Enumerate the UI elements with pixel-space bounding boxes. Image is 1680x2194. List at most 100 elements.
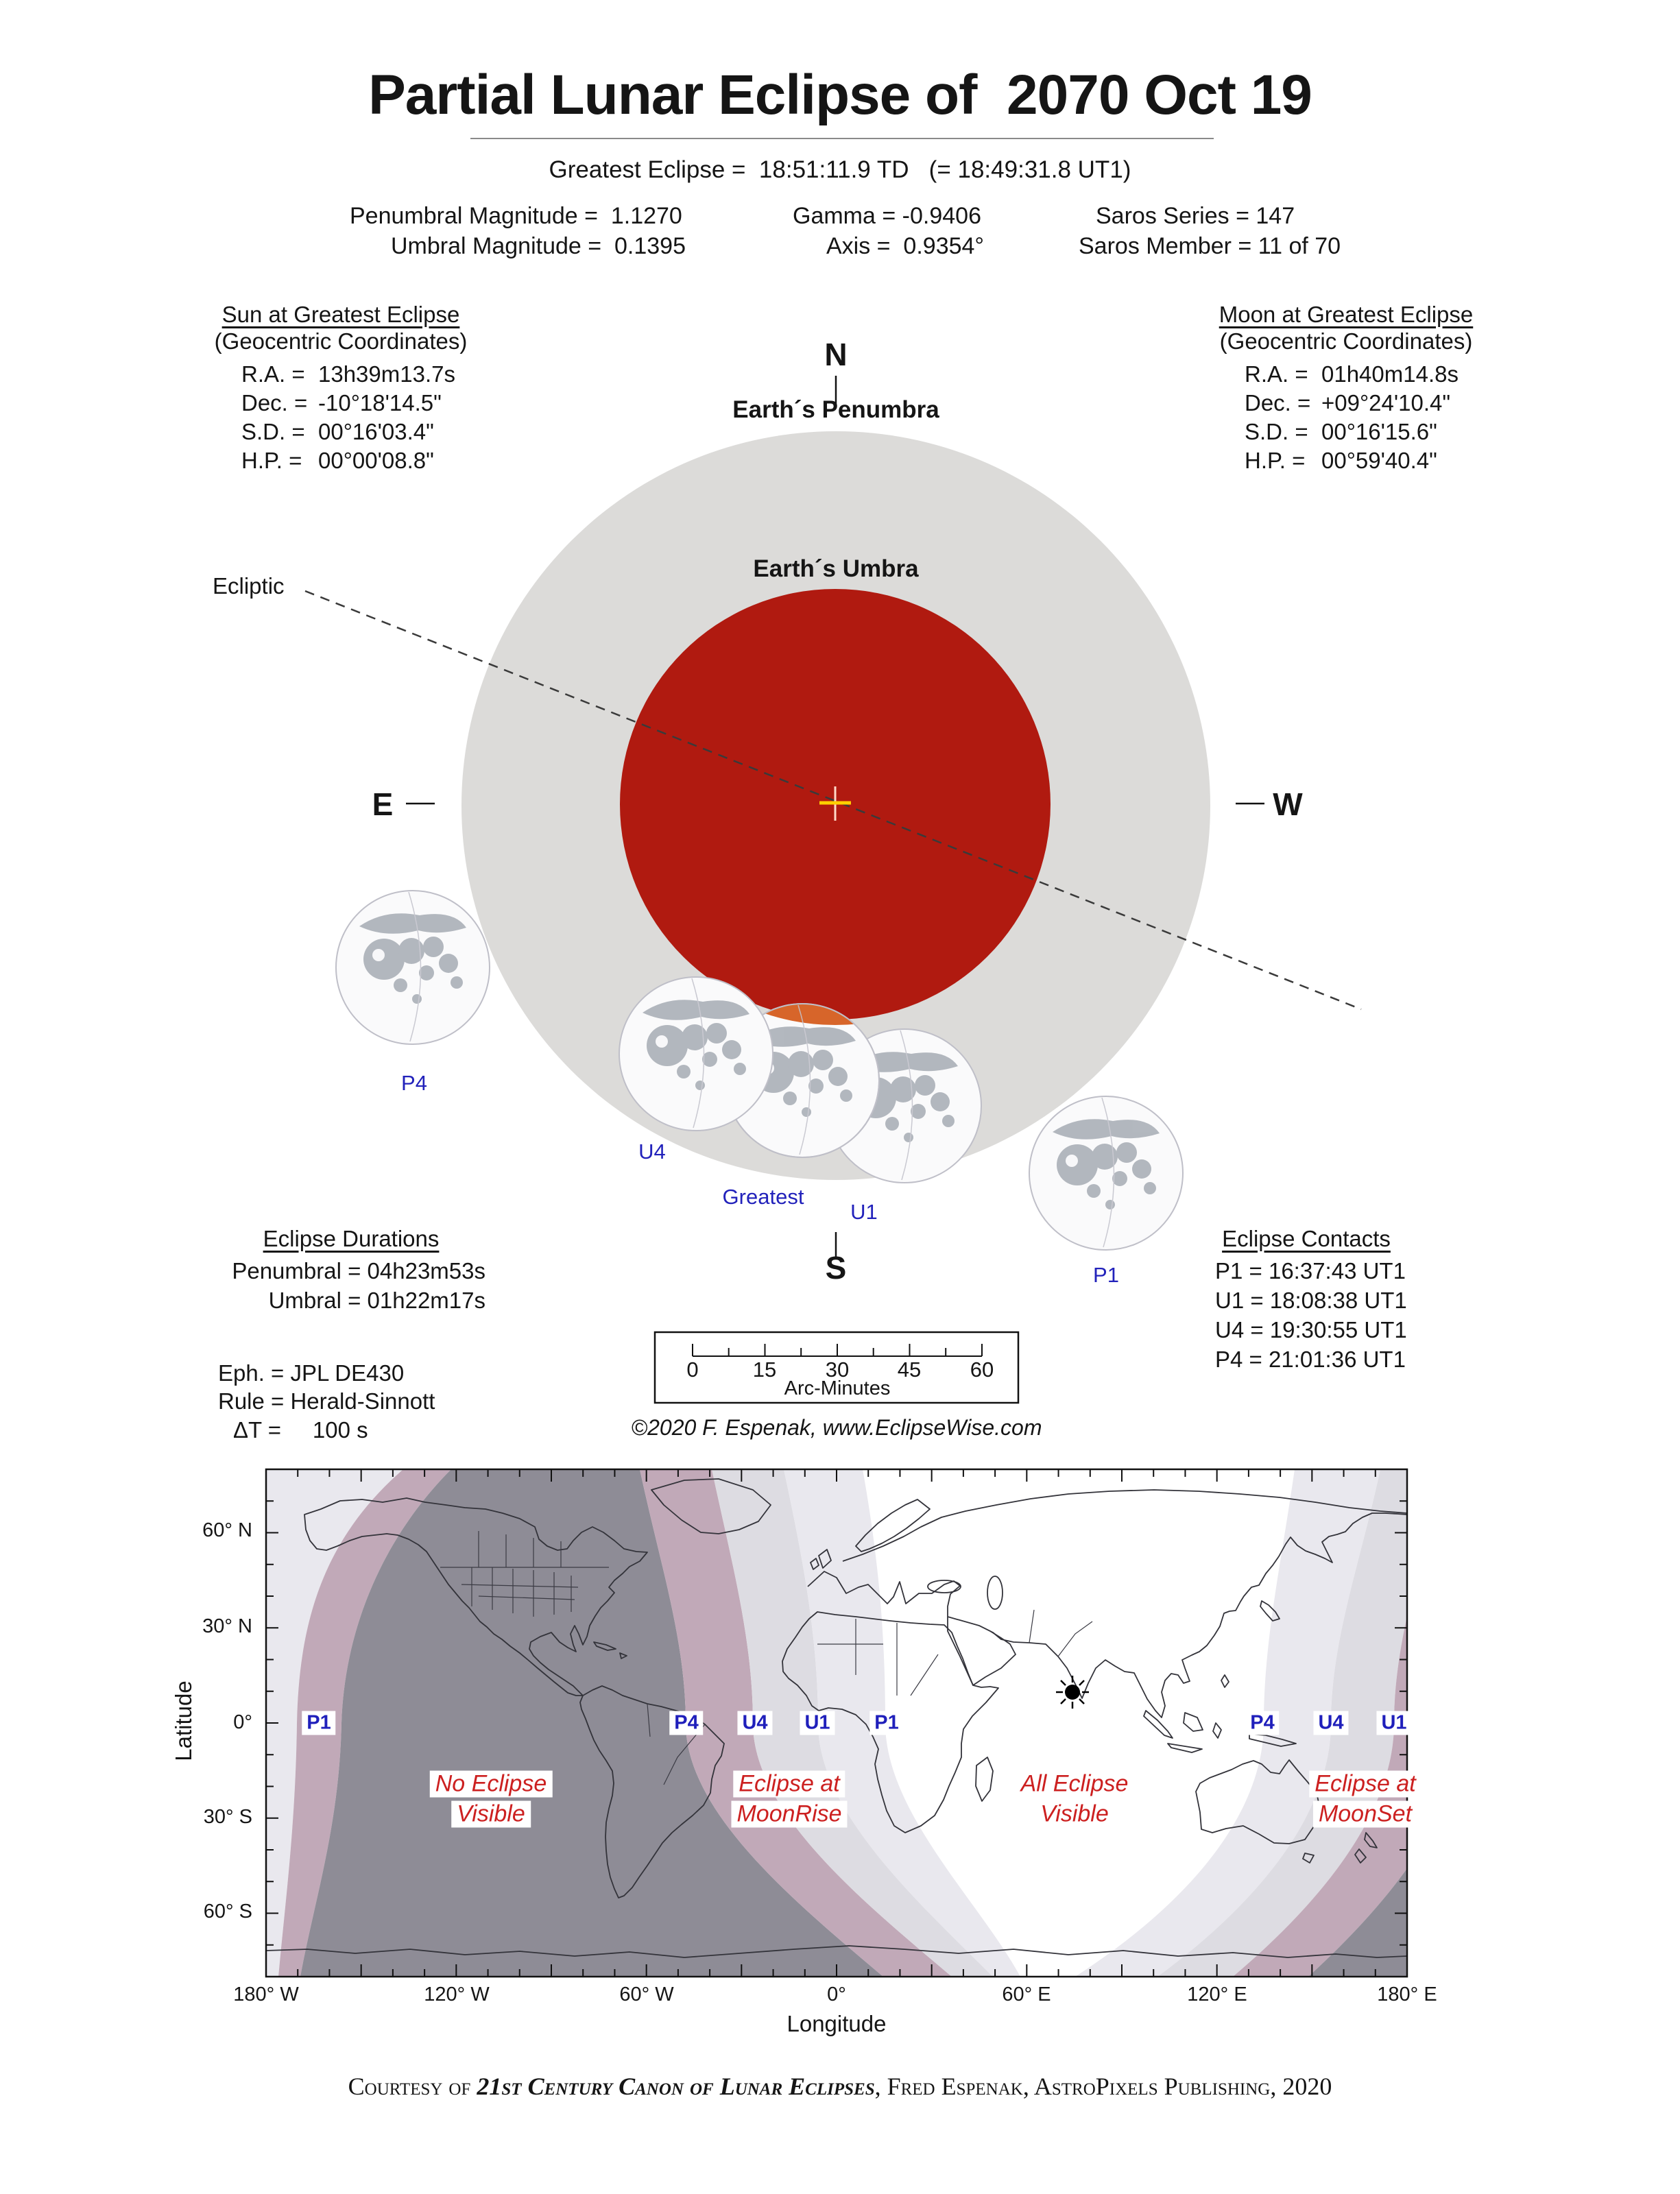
map-annotation-moonrise-line2: MoonRise [731, 1800, 848, 1828]
sun-sd-row: S.D. = 00°16'03.4" [241, 418, 455, 446]
moon-dec-value: +09°24'10.4" [1321, 390, 1451, 415]
map-axis-ticks [265, 1469, 1408, 1977]
map-visibility-zones [266, 1469, 1407, 1977]
moon-block-heading: Moon at Greatest Eclipse [1219, 302, 1474, 327]
sun-hp-label: H.P. = [241, 448, 302, 473]
moon-ra-row: R.A. = 01h40m14.8s [1245, 360, 1459, 389]
sun-sd-value: 00°16'03.4" [318, 419, 434, 444]
ecliptic-line [304, 590, 1362, 1011]
moon-sd-row: S.D. = 00°16'15.6" [1245, 418, 1459, 446]
page-title: Partial Lunar Eclipse of 2070 Oct 19 [368, 64, 1312, 126]
stat-saros-member: Saros Member = 11 of 70 [1079, 233, 1341, 259]
stat-penumbral-magnitude: Penumbral Magnitude = 1.1270 [350, 203, 682, 229]
contacts-heading: Eclipse Contacts [1222, 1226, 1391, 1251]
durations-heading: Eclipse Durations [263, 1226, 440, 1251]
map-annotation-no-eclipse-line2: Visible [451, 1800, 531, 1828]
sun-hp-value: 00°00'08.8" [318, 448, 434, 473]
contact-position-label-u4: U4 [638, 1140, 666, 1164]
contact-position-label-p4: P4 [401, 1071, 427, 1095]
map-contact-label-p4: P4 [669, 1711, 704, 1735]
map-annotation-moonset-line2: MoonSet [1312, 1800, 1418, 1828]
scale-bar-label: Arc-Minutes [784, 1377, 891, 1399]
sun-dec-value: -10°18'14.5" [318, 390, 442, 415]
param-rule: Rule = Herald-Sinnott [218, 1388, 435, 1414]
moon-dec-label: Dec. = [1245, 390, 1311, 415]
penumbra-label: Earth´s Penumbra [732, 396, 939, 423]
moon-disk-u4 [619, 976, 773, 1131]
map-contact-label-p4-east: P4 [1245, 1711, 1280, 1735]
moon-ra-label: R.A. = [1245, 361, 1308, 387]
map-contact-label-u1: U1 [800, 1711, 835, 1735]
duration-penumbral: Penumbral = 04h23m53s [232, 1258, 485, 1283]
sun-sd-label: S.D. = [241, 419, 305, 444]
contact-time-u4: U4 = 19:30:55 UT1 [1215, 1317, 1407, 1342]
lat-tick-30n: 30° N [202, 1615, 252, 1637]
zenith-point-icon [1056, 1676, 1089, 1709]
map-annotation-moonset-line1: Eclipse at [1309, 1770, 1421, 1798]
scale-bar [653, 1331, 1020, 1404]
sun-block-heading: Sun at Greatest Eclipse [221, 302, 460, 327]
compass-west-label: W [1273, 786, 1303, 822]
map-ylabel: Latitude [171, 1680, 196, 1761]
moon-ra-value: 01h40m14.8s [1321, 361, 1459, 387]
moon-hp-label: H.P. = [1245, 448, 1306, 473]
lat-tick-0: 0° [233, 1711, 252, 1733]
courtesy-suffix: , Fred Espenak, AstroPixels Publishing, … [874, 2073, 1332, 2100]
stat-axis: Axis = 0.9354° [826, 233, 985, 259]
lon-tick-60w: 60° W [619, 1984, 674, 2005]
map-annotation-all-eclipse-line1: All Eclipse [1015, 1770, 1134, 1798]
stat-umbral-magnitude: Umbral Magnitude = 0.1395 [391, 233, 686, 259]
map-coastlines [266, 1478, 1407, 1958]
contact-position-label-u1: U1 [850, 1200, 878, 1224]
param-ephemeris: Eph. = JPL DE430 [218, 1360, 405, 1386]
compass-east-label: E [372, 786, 394, 822]
moon-disk-p1 [1029, 1096, 1184, 1251]
umbra-label: Earth´s Umbra [753, 555, 919, 582]
sun-dec-row: Dec. = -10°18'14.5" [241, 389, 455, 418]
contact-time-u1: U1 = 18:08:38 UT1 [1215, 1288, 1407, 1313]
sun-hp-row: H.P. = 00°00'08.8" [241, 446, 455, 475]
sun-ra-value: 13h39m13.7s [318, 361, 455, 387]
stat-saros-series: Saros Series = 147 [1096, 203, 1295, 229]
lon-tick-120w: 120° W [424, 1984, 490, 2005]
courtesy-book-title: 21st Century Canon of Lunar Eclipses [477, 2073, 875, 2100]
moon-block-subheading: (Geocentric Coordinates) [1219, 328, 1473, 354]
lon-tick-180e: 180° E [1377, 1984, 1437, 2005]
contact-time-p1: P1 = 16:37:43 UT1 [1215, 1258, 1406, 1283]
compass-south-label: S [825, 1250, 847, 1286]
lon-tick-180w: 180° W [233, 1984, 299, 2005]
contact-time-p4: P4 = 21:01:36 UT1 [1215, 1347, 1406, 1372]
map-annotation-moonrise-line1: Eclipse at [733, 1770, 845, 1798]
scale-tick-60: 60 [970, 1358, 994, 1382]
map-annotation-no-eclipse-line1: No Eclipse [429, 1770, 553, 1798]
map-contact-label-p1-west: P1 [302, 1711, 336, 1735]
title-underline [470, 138, 1214, 139]
lat-tick-60n: 60° N [202, 1519, 252, 1541]
map-xlabel: Longitude [787, 2011, 887, 2036]
sun-dec-label: Dec. = [241, 390, 308, 415]
moon-hp-value: 00°59'40.4" [1321, 448, 1437, 473]
compass-north-label: N [824, 337, 848, 372]
ecliptic-label: Ecliptic [213, 573, 285, 599]
map-contact-label-p1-east: P1 [869, 1711, 904, 1735]
scale-tick-30: 30 [825, 1358, 850, 1382]
courtesy-line: Courtesy of 21st Century Canon of Lunar … [0, 2072, 1680, 2101]
courtesy-prefix: Courtesy of [348, 2073, 477, 2100]
moon-sd-value: 00°16'15.6" [1321, 419, 1437, 444]
lon-tick-120e: 120° E [1187, 1984, 1247, 2005]
scale-tick-45: 45 [897, 1358, 922, 1382]
lat-tick-30s: 30° S [203, 1806, 252, 1828]
compass-ticks [406, 376, 1264, 1257]
sun-ra-label: R.A. = [241, 361, 305, 387]
lon-tick-0: 0° [827, 1984, 846, 2005]
stat-gamma: Gamma = -0.9406 [793, 203, 981, 229]
map-contact-label-u4-east: U4 [1313, 1711, 1349, 1735]
map-borders [440, 1531, 1093, 1785]
param-delta-t: ΔT = 100 s [233, 1417, 368, 1443]
moon-sd-label: S.D. = [1245, 419, 1308, 444]
map-annotation-all-eclipse-line2: Visible [1035, 1800, 1114, 1828]
map-contact-label-u1-east: U1 [1376, 1711, 1412, 1735]
sun-coordinates: R.A. = 13h39m13.7s Dec. = -10°18'14.5" S.D… [241, 360, 455, 475]
